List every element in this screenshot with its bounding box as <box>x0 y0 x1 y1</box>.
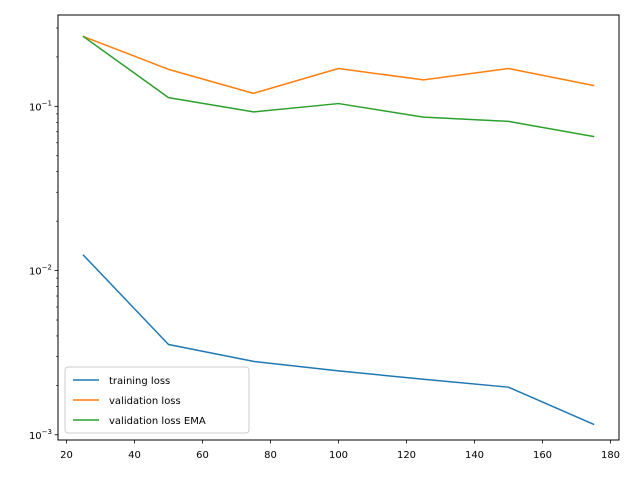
legend-box <box>64 366 250 434</box>
legend-label-1: validation loss <box>109 396 181 407</box>
legend: training loss validation loss validation l… <box>64 366 250 434</box>
x-tick-label: 180 <box>601 450 620 461</box>
series-line-2 <box>82 35 595 138</box>
legend-label-0: training loss <box>109 376 170 387</box>
legend-label-2: validation loss EMA <box>109 416 206 427</box>
y-tick-label: 10−2 <box>29 264 52 278</box>
x-axis: 20 40 60 80 100 120 140 160 180 <box>60 440 620 461</box>
series-line-0 <box>82 254 595 426</box>
y-axis: 10−1 10−2 10−3 <box>29 27 58 442</box>
series-line-1 <box>82 35 595 95</box>
x-tick-label: 140 <box>465 450 484 461</box>
x-tick-label: 100 <box>329 450 348 461</box>
x-tick-label: 80 <box>264 450 277 461</box>
plot-lines <box>82 35 595 426</box>
x-tick-label: 20 <box>60 450 73 461</box>
x-tick-label: 40 <box>128 450 141 461</box>
x-tick-label: 60 <box>196 450 209 461</box>
y-tick-label: 10−1 <box>29 99 52 113</box>
x-tick-label: 160 <box>533 450 552 461</box>
y-tick-label: 10−3 <box>29 428 52 442</box>
x-tick-label: 120 <box>397 450 416 461</box>
